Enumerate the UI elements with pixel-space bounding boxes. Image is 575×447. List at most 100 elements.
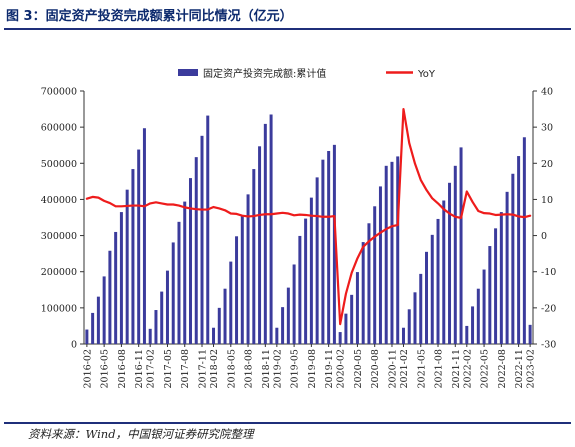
left-axis-tick-label: 700000 [41, 87, 77, 98]
left-axis-tick-label: 300000 [41, 231, 77, 242]
bar [327, 150, 331, 344]
bar [528, 324, 532, 344]
x-axis-tick-label: 2022-02 [462, 349, 473, 388]
bar [436, 218, 440, 344]
legend-bar-label: 固定资产投资完成额:累计值 [203, 67, 326, 80]
left-axis-tick-label: 400000 [41, 195, 77, 206]
bar [494, 228, 498, 344]
x-axis-tick-label: 2021-11 [451, 349, 462, 388]
legend-line-label: YoY [417, 69, 436, 80]
x-axis-tick-label: 2017-05 [163, 349, 174, 388]
left-axis-tick-label: 600000 [41, 123, 77, 134]
x-axis-tick-label: 2022-11 [514, 349, 525, 388]
bar [235, 236, 239, 344]
bar [154, 310, 158, 344]
bar [206, 115, 210, 344]
left-axis-tick-label: 100000 [41, 303, 77, 314]
bar [125, 189, 129, 344]
bar [200, 135, 204, 344]
yoy-line [85, 107, 532, 326]
bar [344, 313, 348, 344]
bar [361, 242, 365, 344]
x-axis-tick-label: 2021-02 [399, 349, 410, 388]
x-axis-tick-label: 2018-11 [261, 349, 272, 388]
bar [309, 197, 313, 344]
bar [425, 251, 429, 344]
bar [430, 234, 434, 344]
bar [298, 235, 302, 344]
bar-series [85, 114, 532, 344]
bar [217, 307, 221, 344]
bar [488, 246, 492, 344]
left-axis-tick-label: 500000 [41, 159, 77, 170]
bar [522, 137, 526, 344]
bar [252, 169, 256, 344]
bar [286, 287, 290, 344]
bar [246, 194, 250, 344]
bar [119, 212, 123, 344]
bar [142, 128, 146, 344]
x-axis-tick-label: 2020-02 [336, 349, 347, 388]
bar [223, 288, 227, 344]
x-axis-tick-label: 2021-05 [416, 349, 427, 388]
x-axis-tick-label: 2019-02 [272, 349, 283, 388]
bar [177, 221, 181, 344]
bar [338, 332, 342, 344]
axes [80, 90, 537, 347]
bar [240, 216, 244, 344]
right-axis-tick-label: 0 [541, 231, 547, 242]
bar [453, 165, 457, 344]
bar [137, 149, 141, 344]
x-axis-tick-label: 2017-08 [180, 349, 191, 388]
left-axis-tick-label: 200000 [41, 267, 77, 278]
x-axis-tick-label: 2016-08 [117, 349, 128, 388]
bar [194, 157, 198, 344]
bar [413, 292, 417, 344]
bar [91, 312, 95, 344]
line-series [85, 107, 532, 326]
x-axis-tick-label: 2020-05 [353, 349, 364, 388]
bar [390, 161, 394, 344]
x-axis-tick-label: 2017-11 [198, 349, 209, 388]
right-axis-tick-label: -30 [541, 340, 556, 351]
bar [396, 156, 400, 344]
x-axis-tick-label: 2020-08 [370, 349, 381, 388]
x-axis-tick-label: 2018-08 [244, 349, 255, 388]
bar [212, 327, 216, 344]
right-axis-tick-label: 10 [541, 195, 553, 206]
bar [442, 200, 446, 344]
bar [459, 147, 463, 344]
right-axis-tick-label: 20 [541, 159, 553, 170]
title-divider [4, 28, 571, 30]
right-axis-tick-label: 30 [541, 123, 553, 134]
x-axis-tick-label: 2016-11 [134, 349, 145, 388]
bar [114, 231, 118, 344]
bar [355, 272, 359, 344]
bar [482, 269, 486, 344]
x-axis-tick-label: 2022-08 [497, 349, 508, 388]
x-axis-tick-label: 2018-02 [209, 349, 220, 388]
tick-labels: 0 100000 200000 300000 400000 500000 600000 700… [41, 87, 557, 389]
bar [275, 327, 279, 344]
bar [321, 159, 325, 344]
bar [332, 144, 336, 344]
chart: 固定资产投资完成额:累计值 YoY 0100000200000300000400… [41, 67, 557, 389]
bar [304, 218, 308, 344]
bar [160, 291, 164, 344]
bar [448, 182, 452, 344]
bar [292, 264, 296, 344]
right-axis-tick-label: 40 [541, 87, 553, 98]
bar [378, 186, 382, 344]
bar [367, 223, 371, 344]
x-axis-tick-label: 2021-08 [434, 349, 445, 388]
bar [499, 212, 503, 344]
bar [281, 307, 285, 344]
bar [315, 177, 319, 344]
bar [511, 173, 515, 344]
x-axis-tick-label: 2016-05 [100, 349, 111, 388]
left-axis-tick-label: 0 [71, 340, 77, 351]
right-axis-tick-label: -10 [541, 267, 556, 278]
x-axis-tick-label: 2020-11 [387, 349, 398, 388]
x-axis-tick-label: 2019-08 [307, 349, 318, 388]
bar [350, 294, 354, 344]
